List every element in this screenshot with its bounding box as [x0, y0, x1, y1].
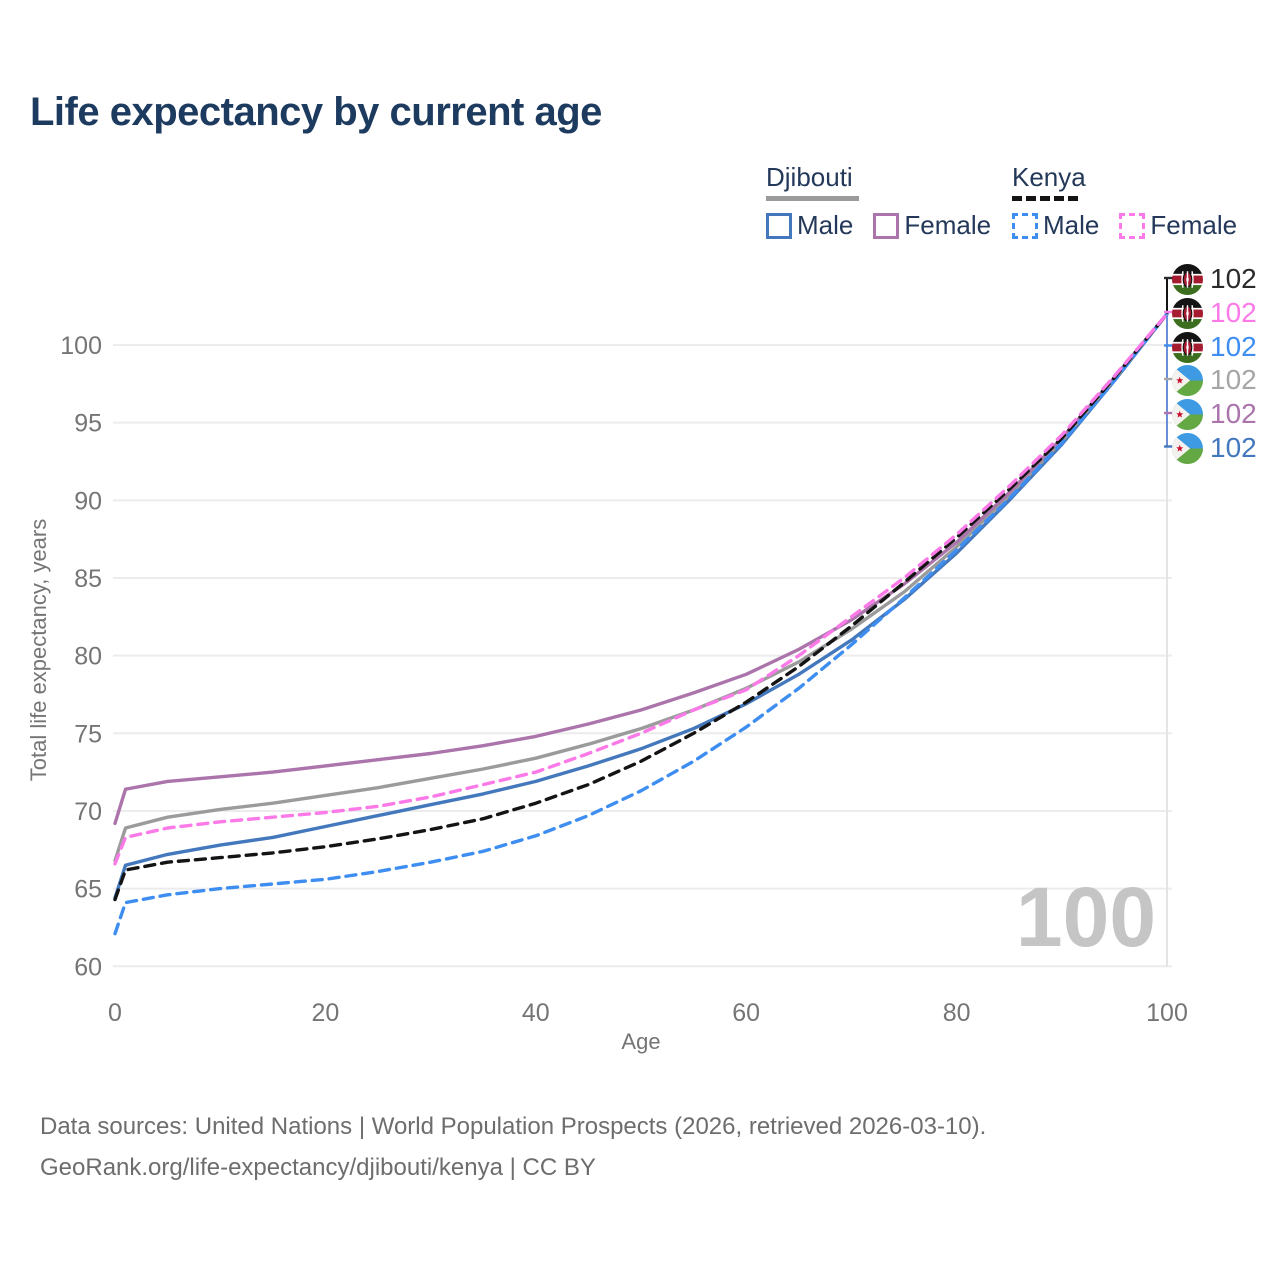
- legend-linestyle-dashed: [1012, 196, 1078, 201]
- series-line-djibouti-female: [113, 312, 1169, 826]
- end-label-djibouti-male: 102: [1172, 431, 1257, 465]
- footer-line2: GeoRank.org/life-expectancy/djibouti/ken…: [40, 1154, 596, 1181]
- end-value: 102: [1210, 331, 1257, 362]
- kenya-female-swatch: [1119, 212, 1146, 239]
- page-title: Life expectancy by current age: [30, 90, 602, 134]
- legend-heading-kenya: Kenya: [1012, 162, 1086, 192]
- end-value: 102: [1210, 364, 1257, 395]
- end-label-kenya-female: 102: [1172, 296, 1257, 330]
- x-tick-0: 0: [108, 999, 122, 1027]
- djibouti-flag-icon: [1172, 399, 1203, 430]
- x-tick-60: 60: [732, 999, 760, 1027]
- legend-item-kenya-female[interactable]: Female: [1119, 210, 1237, 241]
- legend-item-kenya-male[interactable]: Male: [1012, 210, 1099, 241]
- end-value: 102: [1210, 297, 1257, 328]
- x-tick-100: 100: [1146, 999, 1188, 1027]
- end-value: 102: [1210, 398, 1257, 429]
- kenya-flag-icon: [1172, 298, 1203, 329]
- end-label-kenya-male: 102: [1172, 330, 1257, 364]
- y-tick-80: 80: [74, 643, 102, 671]
- legend-linestyle-solid: [766, 196, 859, 201]
- legend-group-kenya: Kenya Male Female: [1012, 162, 1257, 241]
- series-line-kenya-male: [113, 312, 1169, 936]
- series-line-kenya-total: [113, 312, 1169, 902]
- series-line-kenya-female: [113, 312, 1169, 866]
- series-line-djibouti-male: [113, 312, 1169, 900]
- y-tick-60: 60: [74, 953, 102, 981]
- end-label-kenya-total: 102: [1172, 262, 1257, 296]
- age-watermark: 100: [1016, 870, 1156, 964]
- kenya-male-swatch: [1012, 212, 1038, 239]
- y-tick-70: 70: [74, 798, 102, 826]
- djibouti-flag-icon: [1172, 365, 1203, 396]
- kenya-flag-icon: [1172, 332, 1203, 363]
- end-value: 102: [1210, 263, 1257, 294]
- y-tick-100: 100: [60, 332, 102, 360]
- djibouti-male-swatch: [766, 212, 792, 239]
- data-source-note: Data sources: United Nations | World Pop…: [40, 1106, 986, 1188]
- legend-item-djibouti-male[interactable]: Male: [766, 210, 853, 241]
- end-value: 102: [1210, 432, 1257, 463]
- djibouti-flag-icon: [1172, 433, 1203, 464]
- x-tick-20: 20: [311, 999, 339, 1027]
- legend-item-djibouti-female[interactable]: Female: [873, 210, 991, 241]
- x-tick-80: 80: [943, 999, 971, 1027]
- footer-line1: Data sources: United Nations | World Pop…: [40, 1113, 987, 1140]
- x-tick-40: 40: [522, 999, 550, 1027]
- djibouti-female-swatch: [873, 212, 900, 239]
- y-tick-95: 95: [74, 410, 102, 438]
- end-label-djibouti-female: 102: [1172, 397, 1257, 431]
- series-line-djibouti-total: [113, 312, 1169, 863]
- legend-group-djibouti: Djibouti Male Female: [766, 162, 1011, 241]
- y-tick-90: 90: [74, 487, 102, 515]
- y-tick-65: 65: [74, 876, 102, 904]
- y-axis-title: Total life expectancy, years: [26, 519, 51, 782]
- legend-heading-djibouti: Djibouti: [766, 162, 853, 192]
- y-tick-75: 75: [74, 720, 102, 748]
- end-label-djibouti-total: 102: [1172, 363, 1257, 397]
- kenya-flag-icon: [1172, 264, 1203, 295]
- x-axis-title: Age: [621, 1029, 660, 1054]
- y-tick-85: 85: [74, 565, 102, 593]
